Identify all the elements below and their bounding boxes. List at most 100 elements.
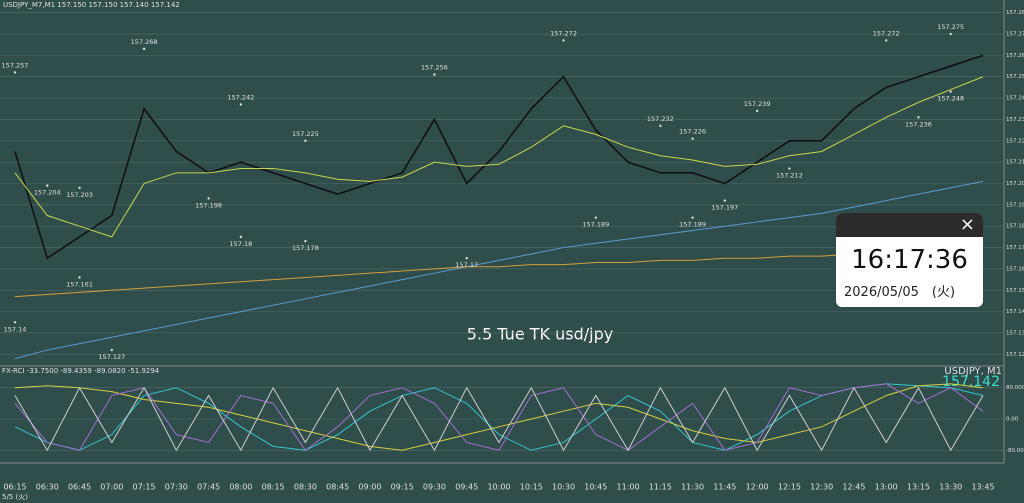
y-tick-label: 157.205	[1006, 181, 1024, 187]
extreme-marker	[659, 124, 662, 128]
extreme-label: 157.161	[66, 280, 93, 288]
series-line	[14, 383, 984, 451]
series-line	[14, 54, 984, 260]
extreme-label: 157.127	[98, 353, 125, 361]
series-line	[14, 249, 984, 298]
extreme-marker	[562, 39, 565, 42]
extreme-label: 157.18	[229, 240, 252, 248]
extreme-marker	[304, 239, 307, 243]
chart-title: USDJPY_M7,M1 157.150 157.150 157.140 157…	[3, 1, 180, 9]
extreme-marker	[691, 216, 694, 219]
extreme-label: 157.225	[292, 130, 319, 138]
extreme-label: 157.14	[4, 325, 27, 333]
x-tick-label: 08:15	[262, 483, 285, 492]
x-tick-label: 10:15	[520, 483, 543, 492]
extreme-marker	[433, 73, 436, 76]
y-tick-label: 157.175	[1006, 245, 1024, 251]
y-tick-label: 157.265	[1006, 53, 1024, 59]
extreme-label: 157.248	[937, 95, 964, 103]
x-tick-label: 08:30	[294, 483, 317, 492]
x-tick-label: 09:45	[455, 483, 478, 492]
x-tick-label: 11:30	[681, 483, 704, 492]
extreme-marker	[465, 257, 468, 260]
x-tick-label: 11:45	[713, 483, 736, 492]
close-button[interactable]: ×	[836, 213, 983, 237]
y-tick-label: 157.245	[1006, 96, 1024, 102]
price: 157.142	[942, 374, 1000, 390]
extreme-marker	[949, 90, 952, 93]
extreme-marker	[78, 276, 81, 279]
series-line	[14, 76, 984, 238]
extreme-label: 157.197	[711, 204, 738, 212]
series-line	[14, 383, 984, 451]
x-tick-label: 06:45	[68, 483, 91, 492]
x-tick-label: 13:45	[971, 483, 994, 492]
x-tick-label: 08:45	[326, 483, 349, 492]
extreme-marker	[13, 321, 17, 324]
extreme-label: 157.17	[455, 261, 478, 269]
y-tick-label: 157.135	[1006, 330, 1024, 336]
clock-time: 16:17:36	[851, 245, 968, 275]
extreme-marker	[917, 116, 920, 119]
y-tick-label: 157.225	[1006, 138, 1024, 144]
x-tick-label: 13:00	[875, 483, 898, 492]
extreme-marker	[304, 139, 307, 142]
extreme-marker	[239, 235, 243, 239]
extreme-label: 157.272	[550, 29, 577, 37]
extreme-label: 157.256	[421, 64, 448, 72]
y-tick-label: 157.195	[1006, 202, 1024, 208]
extreme-label: 157.239	[744, 100, 771, 108]
x-tick-label: 09:30	[423, 483, 446, 492]
y-tick-label: 157.145	[1006, 309, 1024, 315]
clock-date: 2026/05/05 (火)	[844, 285, 956, 300]
extreme-marker	[788, 167, 791, 170]
indicator-title: FX-RCI -33.7500 -89.4359 -89.0820 -51.92…	[2, 367, 160, 375]
extreme-label: 157.232	[647, 115, 674, 123]
extreme-marker	[46, 184, 49, 187]
x-tick-label: 12:15	[778, 483, 801, 492]
extreme-marker	[13, 71, 17, 74]
x-tick-label: 09:00	[358, 483, 381, 492]
extreme-label: 157.257	[2, 61, 29, 69]
extreme-label: 157.212	[776, 172, 803, 180]
x-tick-label: 11:15	[649, 483, 672, 492]
x-tick-label: 13:30	[939, 483, 962, 492]
extreme-label: 157.203	[66, 191, 93, 199]
y-tick-label: 0.00	[1006, 417, 1019, 423]
y-tick-label: 157.275	[1006, 32, 1024, 38]
clock-popup: × 16:17:36 2026/05/05 (火)	[836, 213, 983, 307]
extreme-label: 157.189	[679, 221, 706, 229]
x-tick-label: 10:30	[552, 483, 575, 492]
y-tick-label: 157.185	[1006, 224, 1024, 230]
extreme-marker	[755, 109, 759, 113]
x-tick-label: 08:00	[229, 483, 252, 492]
extreme-marker	[207, 197, 210, 200]
x-tick-label: 09:15	[391, 483, 414, 492]
series-line	[14, 386, 984, 452]
extreme-label: 157.275	[937, 23, 964, 31]
extreme-marker	[691, 137, 694, 140]
x-tick-label: 06:30	[36, 483, 59, 492]
extreme-label: 157.268	[131, 38, 158, 46]
x-tick-label: 12:30	[810, 483, 833, 492]
extreme-marker	[594, 216, 597, 219]
extreme-label: 157.189	[582, 221, 609, 229]
y-tick-label: 157.235	[1006, 117, 1024, 123]
extreme-marker	[723, 199, 727, 202]
x-tick-label: 11:00	[617, 483, 640, 492]
extreme-marker	[949, 32, 952, 36]
extreme-marker	[142, 47, 146, 51]
extreme-label: 157.178	[292, 244, 319, 252]
x-tick-label: 06:15	[3, 483, 26, 492]
y-tick-label: 157.165	[1006, 266, 1024, 272]
extreme-marker	[885, 39, 888, 42]
x-tick-label: 12:45	[842, 483, 865, 492]
caption: 5.5 Tue TK usd/jpy	[467, 325, 613, 344]
x-tick-label: 07:15	[133, 483, 156, 492]
extreme-label: 157.226	[679, 128, 706, 136]
extreme-label: 157.198	[195, 201, 222, 209]
extreme-label: 157.236	[905, 120, 932, 128]
extreme-label: 157.272	[873, 29, 900, 37]
